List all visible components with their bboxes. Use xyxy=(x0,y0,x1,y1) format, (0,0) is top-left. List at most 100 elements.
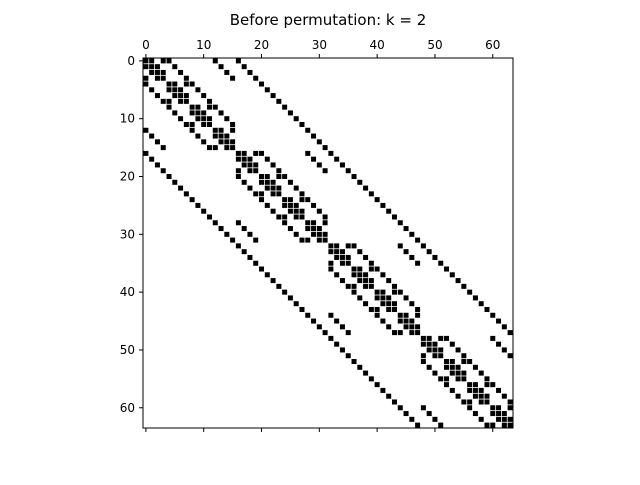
x-tick-label: 10 xyxy=(196,38,211,52)
nonzero-mark xyxy=(282,174,288,180)
nonzero-mark xyxy=(449,387,455,393)
nonzero-mark xyxy=(368,260,374,266)
nonzero-mark xyxy=(172,64,178,70)
nonzero-mark xyxy=(403,411,409,417)
nonzero-mark xyxy=(316,208,322,214)
nonzero-mark xyxy=(299,237,305,243)
nonzero-mark xyxy=(201,139,207,145)
nonzero-mark xyxy=(224,231,230,237)
nonzero-mark xyxy=(351,359,357,365)
nonzero-mark xyxy=(501,393,507,399)
nonzero-mark xyxy=(490,411,496,417)
nonzero-mark xyxy=(287,208,293,214)
nonzero-mark xyxy=(403,318,409,324)
nonzero-mark xyxy=(507,405,513,411)
nonzero-mark xyxy=(259,191,265,197)
nonzero-mark xyxy=(206,145,212,151)
nonzero-mark xyxy=(311,156,317,162)
nonzero-mark xyxy=(444,376,450,382)
nonzero-mark xyxy=(484,399,490,405)
nonzero-mark xyxy=(351,272,357,278)
nonzero-mark xyxy=(322,145,328,151)
nonzero-mark xyxy=(189,197,195,203)
nonzero-mark xyxy=(472,382,478,388)
nonzero-mark xyxy=(455,364,461,370)
nonzero-mark xyxy=(230,237,236,243)
nonzero-mark xyxy=(426,249,432,255)
nonzero-mark xyxy=(351,289,357,295)
nonzero-mark xyxy=(166,87,172,93)
nonzero-mark xyxy=(264,272,270,278)
nonzero-mark xyxy=(183,93,189,99)
nonzero-mark xyxy=(253,191,259,197)
y-tick-label: 50 xyxy=(120,343,135,357)
nonzero-mark xyxy=(461,283,467,289)
nonzero-mark xyxy=(391,306,397,312)
nonzero-mark xyxy=(201,110,207,116)
nonzero-mark xyxy=(259,266,265,272)
nonzero-mark xyxy=(224,116,230,122)
nonzero-mark xyxy=(212,145,218,151)
nonzero-mark xyxy=(247,185,253,191)
nonzero-mark xyxy=(386,306,392,312)
nonzero-mark xyxy=(397,220,403,226)
nonzero-mark xyxy=(264,179,270,185)
nonzero-mark xyxy=(409,330,415,336)
nonzero-mark xyxy=(426,335,432,341)
y-tick-label: 60 xyxy=(120,401,135,415)
nonzero-mark xyxy=(206,121,212,127)
nonzero-mark xyxy=(490,312,496,318)
nonzero-mark xyxy=(501,411,507,417)
nonzero-mark xyxy=(270,278,276,284)
nonzero-mark xyxy=(149,69,155,75)
nonzero-mark xyxy=(311,220,317,226)
nonzero-mark xyxy=(259,174,265,180)
nonzero-mark xyxy=(224,133,230,139)
nonzero-mark xyxy=(368,278,374,284)
nonzero-mark xyxy=(409,254,415,260)
nonzero-mark xyxy=(305,197,311,203)
nonzero-mark xyxy=(420,341,426,347)
nonzero-mark xyxy=(247,254,253,260)
nonzero-mark xyxy=(490,335,496,341)
nonzero-mark xyxy=(403,295,409,301)
nonzero-mark xyxy=(484,376,490,382)
nonzero-mark xyxy=(357,249,363,255)
nonzero-mark xyxy=(201,93,207,99)
nonzero-mark xyxy=(311,133,317,139)
nonzero-mark xyxy=(154,75,160,81)
nonzero-mark xyxy=(253,237,259,243)
nonzero-mark xyxy=(149,64,155,70)
nonzero-mark xyxy=(415,237,421,243)
nonzero-mark xyxy=(253,168,259,174)
nonzero-mark xyxy=(363,301,369,307)
nonzero-mark xyxy=(397,243,403,249)
nonzero-mark xyxy=(496,341,502,347)
nonzero-mark xyxy=(461,353,467,359)
nonzero-mark xyxy=(230,121,236,127)
nonzero-mark xyxy=(368,376,374,382)
nonzero-mark xyxy=(438,376,444,382)
nonzero-mark xyxy=(374,266,380,272)
nonzero-mark xyxy=(426,364,432,370)
nonzero-mark xyxy=(316,231,322,237)
nonzero-mark xyxy=(299,121,305,127)
x-tick-label: 60 xyxy=(485,38,500,52)
nonzero-mark xyxy=(235,168,241,174)
nonzero-mark xyxy=(316,237,322,243)
nonzero-mark xyxy=(438,335,444,341)
nonzero-mark xyxy=(247,156,253,162)
nonzero-mark xyxy=(478,370,484,376)
nonzero-mark xyxy=(455,278,461,284)
nonzero-marks xyxy=(143,58,513,428)
nonzero-mark xyxy=(316,226,322,232)
nonzero-mark xyxy=(201,116,207,122)
nonzero-mark xyxy=(507,399,513,405)
nonzero-mark xyxy=(218,110,224,116)
nonzero-mark xyxy=(230,139,236,145)
nonzero-mark xyxy=(282,197,288,203)
nonzero-mark xyxy=(322,168,328,174)
nonzero-mark xyxy=(322,214,328,220)
y-tick-label: 40 xyxy=(120,285,135,299)
